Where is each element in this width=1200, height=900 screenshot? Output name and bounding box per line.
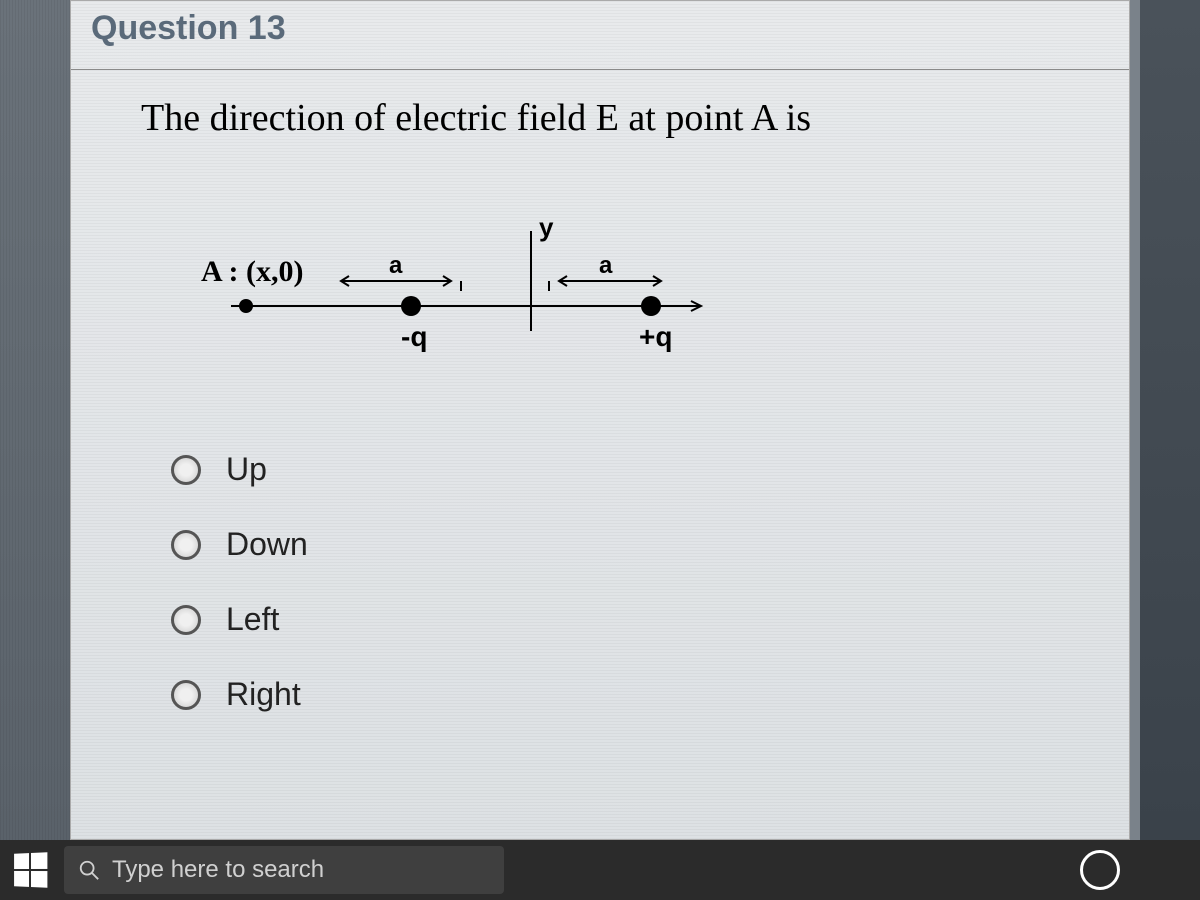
option-up[interactable]: Up [171, 451, 308, 488]
option-left[interactable]: Left [171, 601, 308, 638]
header-divider [71, 69, 1129, 70]
radio-icon[interactable] [171, 530, 201, 560]
search-placeholder: Type here to search [112, 856, 324, 884]
cortana-icon[interactable] [1080, 850, 1120, 890]
answer-options: Up Down Left Right [171, 451, 308, 751]
option-label: Left [226, 601, 279, 638]
positive-charge-label: +q [639, 321, 672, 352]
quiz-content-panel: Question 13 The direction of electric fi… [70, 0, 1130, 840]
distance-a-left: a [389, 252, 403, 279]
negative-charge-dot [401, 296, 421, 316]
screen-left-bezel [0, 0, 70, 840]
windows-taskbar: Type here to search [0, 840, 1200, 900]
question-prompt: The direction of electric field E at poi… [141, 96, 811, 140]
radio-icon[interactable] [171, 455, 201, 485]
start-button[interactable] [0, 840, 60, 900]
point-a-label: A : (x,0) [201, 255, 303, 288]
radio-icon[interactable] [171, 605, 201, 635]
search-icon [78, 859, 100, 881]
distance-a-right: a [599, 252, 613, 279]
negative-charge-label: -q [401, 321, 427, 352]
screen-right-bezel [1140, 0, 1200, 840]
option-label: Up [226, 451, 267, 488]
positive-charge-dot [641, 296, 661, 316]
physics-diagram: y A : (x,0) a -q a [161, 201, 781, 391]
y-axis-label: y [539, 212, 554, 242]
point-a-dot [239, 299, 253, 313]
option-label: Down [226, 526, 308, 563]
question-number-title: Question 13 [91, 9, 286, 48]
option-label: Right [226, 676, 301, 713]
windows-logo-icon [14, 852, 47, 888]
radio-icon[interactable] [171, 680, 201, 710]
option-right[interactable]: Right [171, 676, 308, 713]
option-down[interactable]: Down [171, 526, 308, 563]
taskbar-search[interactable]: Type here to search [64, 846, 504, 894]
